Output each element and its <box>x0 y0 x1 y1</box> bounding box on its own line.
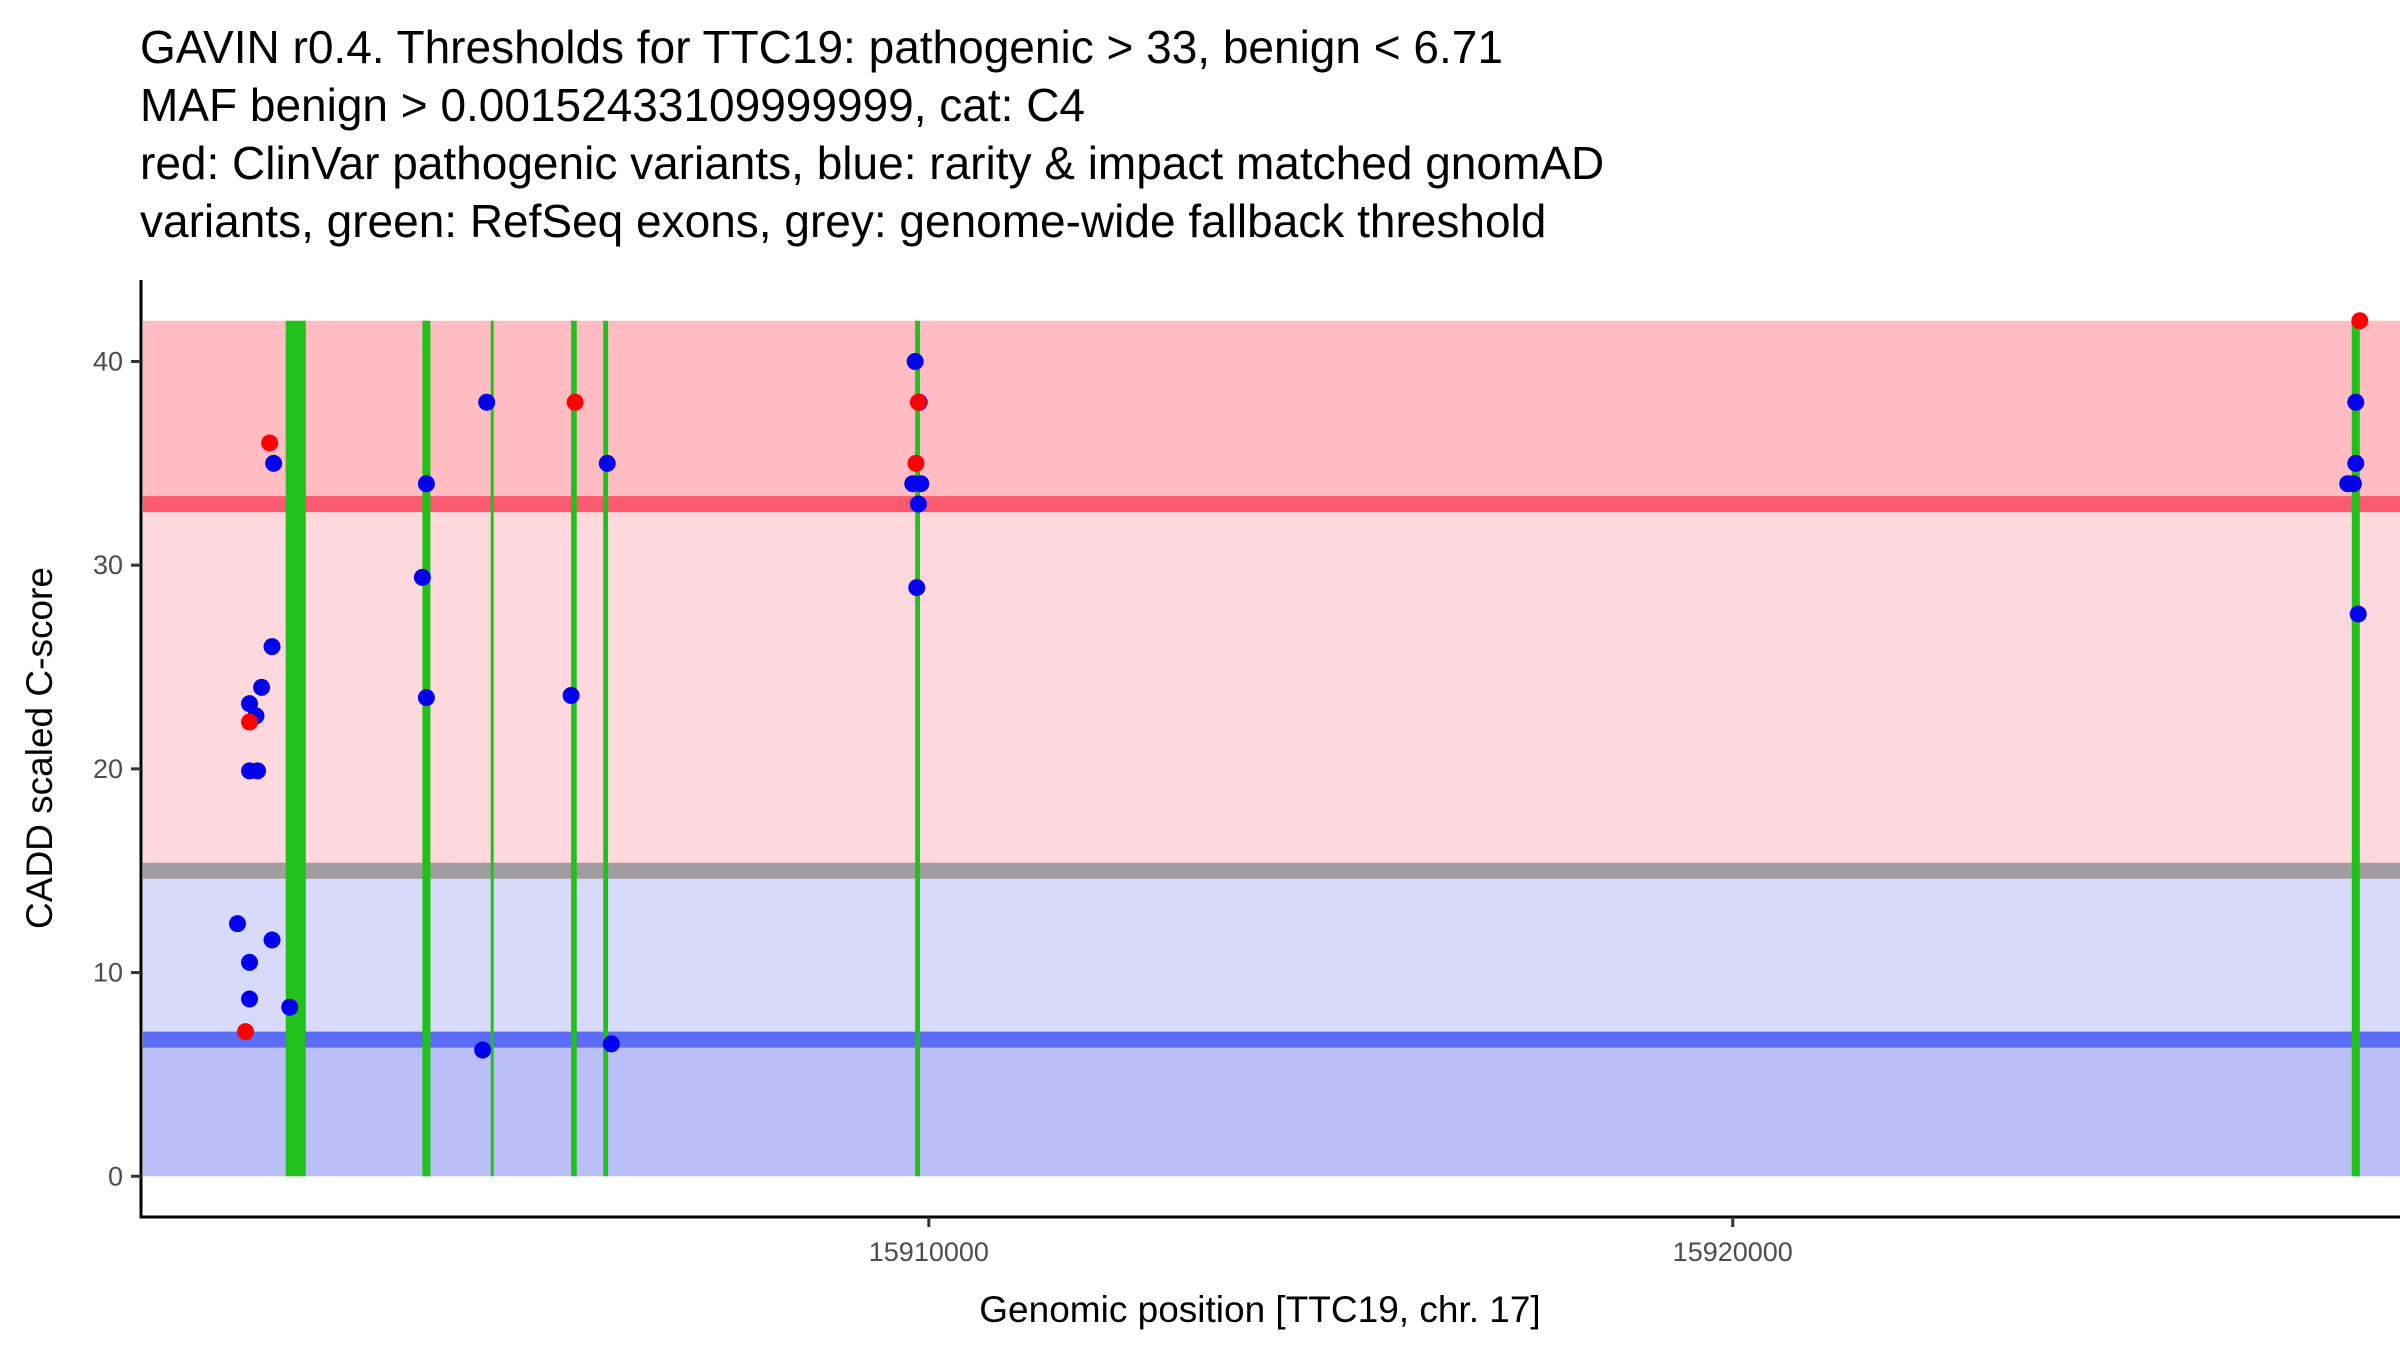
clinvar-point <box>909 393 927 411</box>
gnomad-point <box>241 990 259 1008</box>
gnomad-point <box>598 454 616 472</box>
gnomad-point <box>906 352 924 370</box>
title-line-3: red: ClinVar pathogenic variants, blue: … <box>140 137 1605 189</box>
gnomad-point <box>265 454 283 472</box>
gnomad-point <box>2349 605 2367 623</box>
gnomad-point <box>908 579 926 597</box>
gnomad-point <box>281 998 299 1016</box>
gnomad-point <box>602 1035 620 1053</box>
x-tick-label: 15920000 <box>1673 1237 1793 1267</box>
clinvar-point <box>261 434 279 452</box>
pathogenic-band-lower <box>143 504 2400 871</box>
gnomad-point <box>417 689 435 707</box>
exon-bar <box>285 320 306 1177</box>
gnomad-point <box>2347 454 2365 472</box>
clinvar-point <box>907 454 925 472</box>
x-ticks: 15910000 15920000 <box>869 1217 1793 1267</box>
exon-bar <box>571 320 577 1177</box>
exon-bar <box>603 320 609 1177</box>
exon-bar <box>490 320 494 1177</box>
y-tick-label: 20 <box>93 754 123 784</box>
y-tick-label: 0 <box>108 1161 123 1191</box>
gnomad-point <box>413 568 431 586</box>
gnomad-point <box>478 393 496 411</box>
clinvar-points <box>237 312 2369 1041</box>
exon-bar <box>422 320 431 1177</box>
x-axis-label: Genomic position [TTC19, chr. 17] <box>979 1289 1540 1330</box>
gnomad-point <box>909 495 927 513</box>
threshold-lines <box>143 496 2400 1048</box>
clinvar-point <box>2351 312 2369 330</box>
y-ticks: 0 10 20 30 40 <box>93 346 141 1191</box>
clinvar-point <box>237 1023 255 1041</box>
chart-title: GAVIN r0.4. Thresholds for TTC19: pathog… <box>140 18 2340 250</box>
title-line-2: MAF benign > 0.00152433109999999, cat: C… <box>140 79 1085 131</box>
x-tick-label: 15910000 <box>869 1237 989 1267</box>
threshold-bands <box>143 320 2400 1177</box>
gnomad-point <box>249 762 267 780</box>
gnomad-point <box>263 931 281 949</box>
y-tick-label: 30 <box>93 550 123 580</box>
gnomad-point <box>417 475 435 493</box>
axes: 0 10 20 30 40 15910000 15920000 Genomic posit… <box>19 280 2400 1330</box>
gnomad-point <box>912 475 930 493</box>
y-tick-label: 40 <box>93 346 123 376</box>
gnomad-point <box>241 953 259 971</box>
gnomad-point <box>253 678 271 696</box>
exon-bar <box>2351 320 2360 1177</box>
gnomad-point <box>228 915 246 933</box>
gnomad-points <box>228 352 2367 1059</box>
exon-bar <box>915 320 920 1177</box>
gnomad-point <box>562 687 580 705</box>
clinvar-point <box>241 713 259 731</box>
gnomad-point <box>2347 393 2365 411</box>
gnomad-point <box>474 1041 492 1059</box>
title-line-4: variants, green: RefSeq exons, grey: gen… <box>140 195 1547 247</box>
title-line-1: GAVIN r0.4. Thresholds for TTC19: pathog… <box>140 21 1503 73</box>
gnomad-point <box>263 638 281 656</box>
gnomad-point <box>2344 475 2362 493</box>
pathogenic-band-upper <box>143 320 2400 505</box>
clinvar-point <box>566 393 584 411</box>
y-tick-label: 10 <box>93 958 123 988</box>
y-axis-label: CADD scaled C-score <box>19 567 60 929</box>
benign-band-upper <box>143 870 2400 1040</box>
exon-bars <box>285 320 2360 1177</box>
benign-band-lower <box>143 1039 2400 1177</box>
